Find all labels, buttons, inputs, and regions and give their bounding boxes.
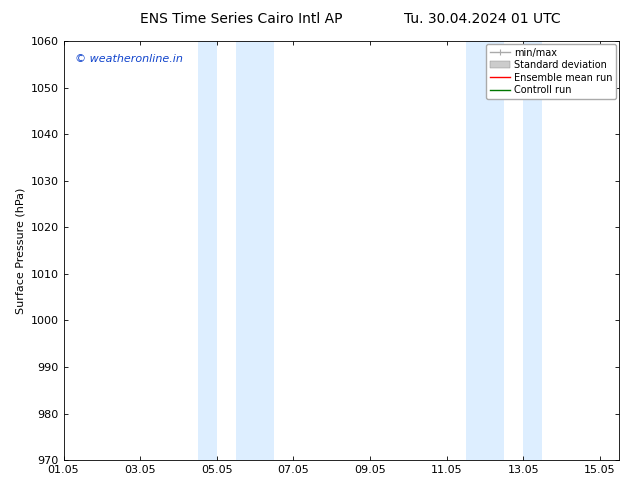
Text: ENS Time Series Cairo Intl AP: ENS Time Series Cairo Intl AP	[139, 12, 342, 26]
Bar	[466, 41, 504, 460]
Y-axis label: Surface Pressure (hPa): Surface Pressure (hPa)	[15, 187, 25, 314]
Text: Tu. 30.04.2024 01 UTC: Tu. 30.04.2024 01 UTC	[403, 12, 560, 26]
Legend: min/max, Standard deviation, Ensemble mean run, Controll run: min/max, Standard deviation, Ensemble me…	[486, 44, 616, 99]
Text: © weatheronline.in: © weatheronline.in	[75, 53, 183, 64]
Bar	[198, 41, 217, 460]
Bar	[523, 41, 542, 460]
Bar	[236, 41, 275, 460]
